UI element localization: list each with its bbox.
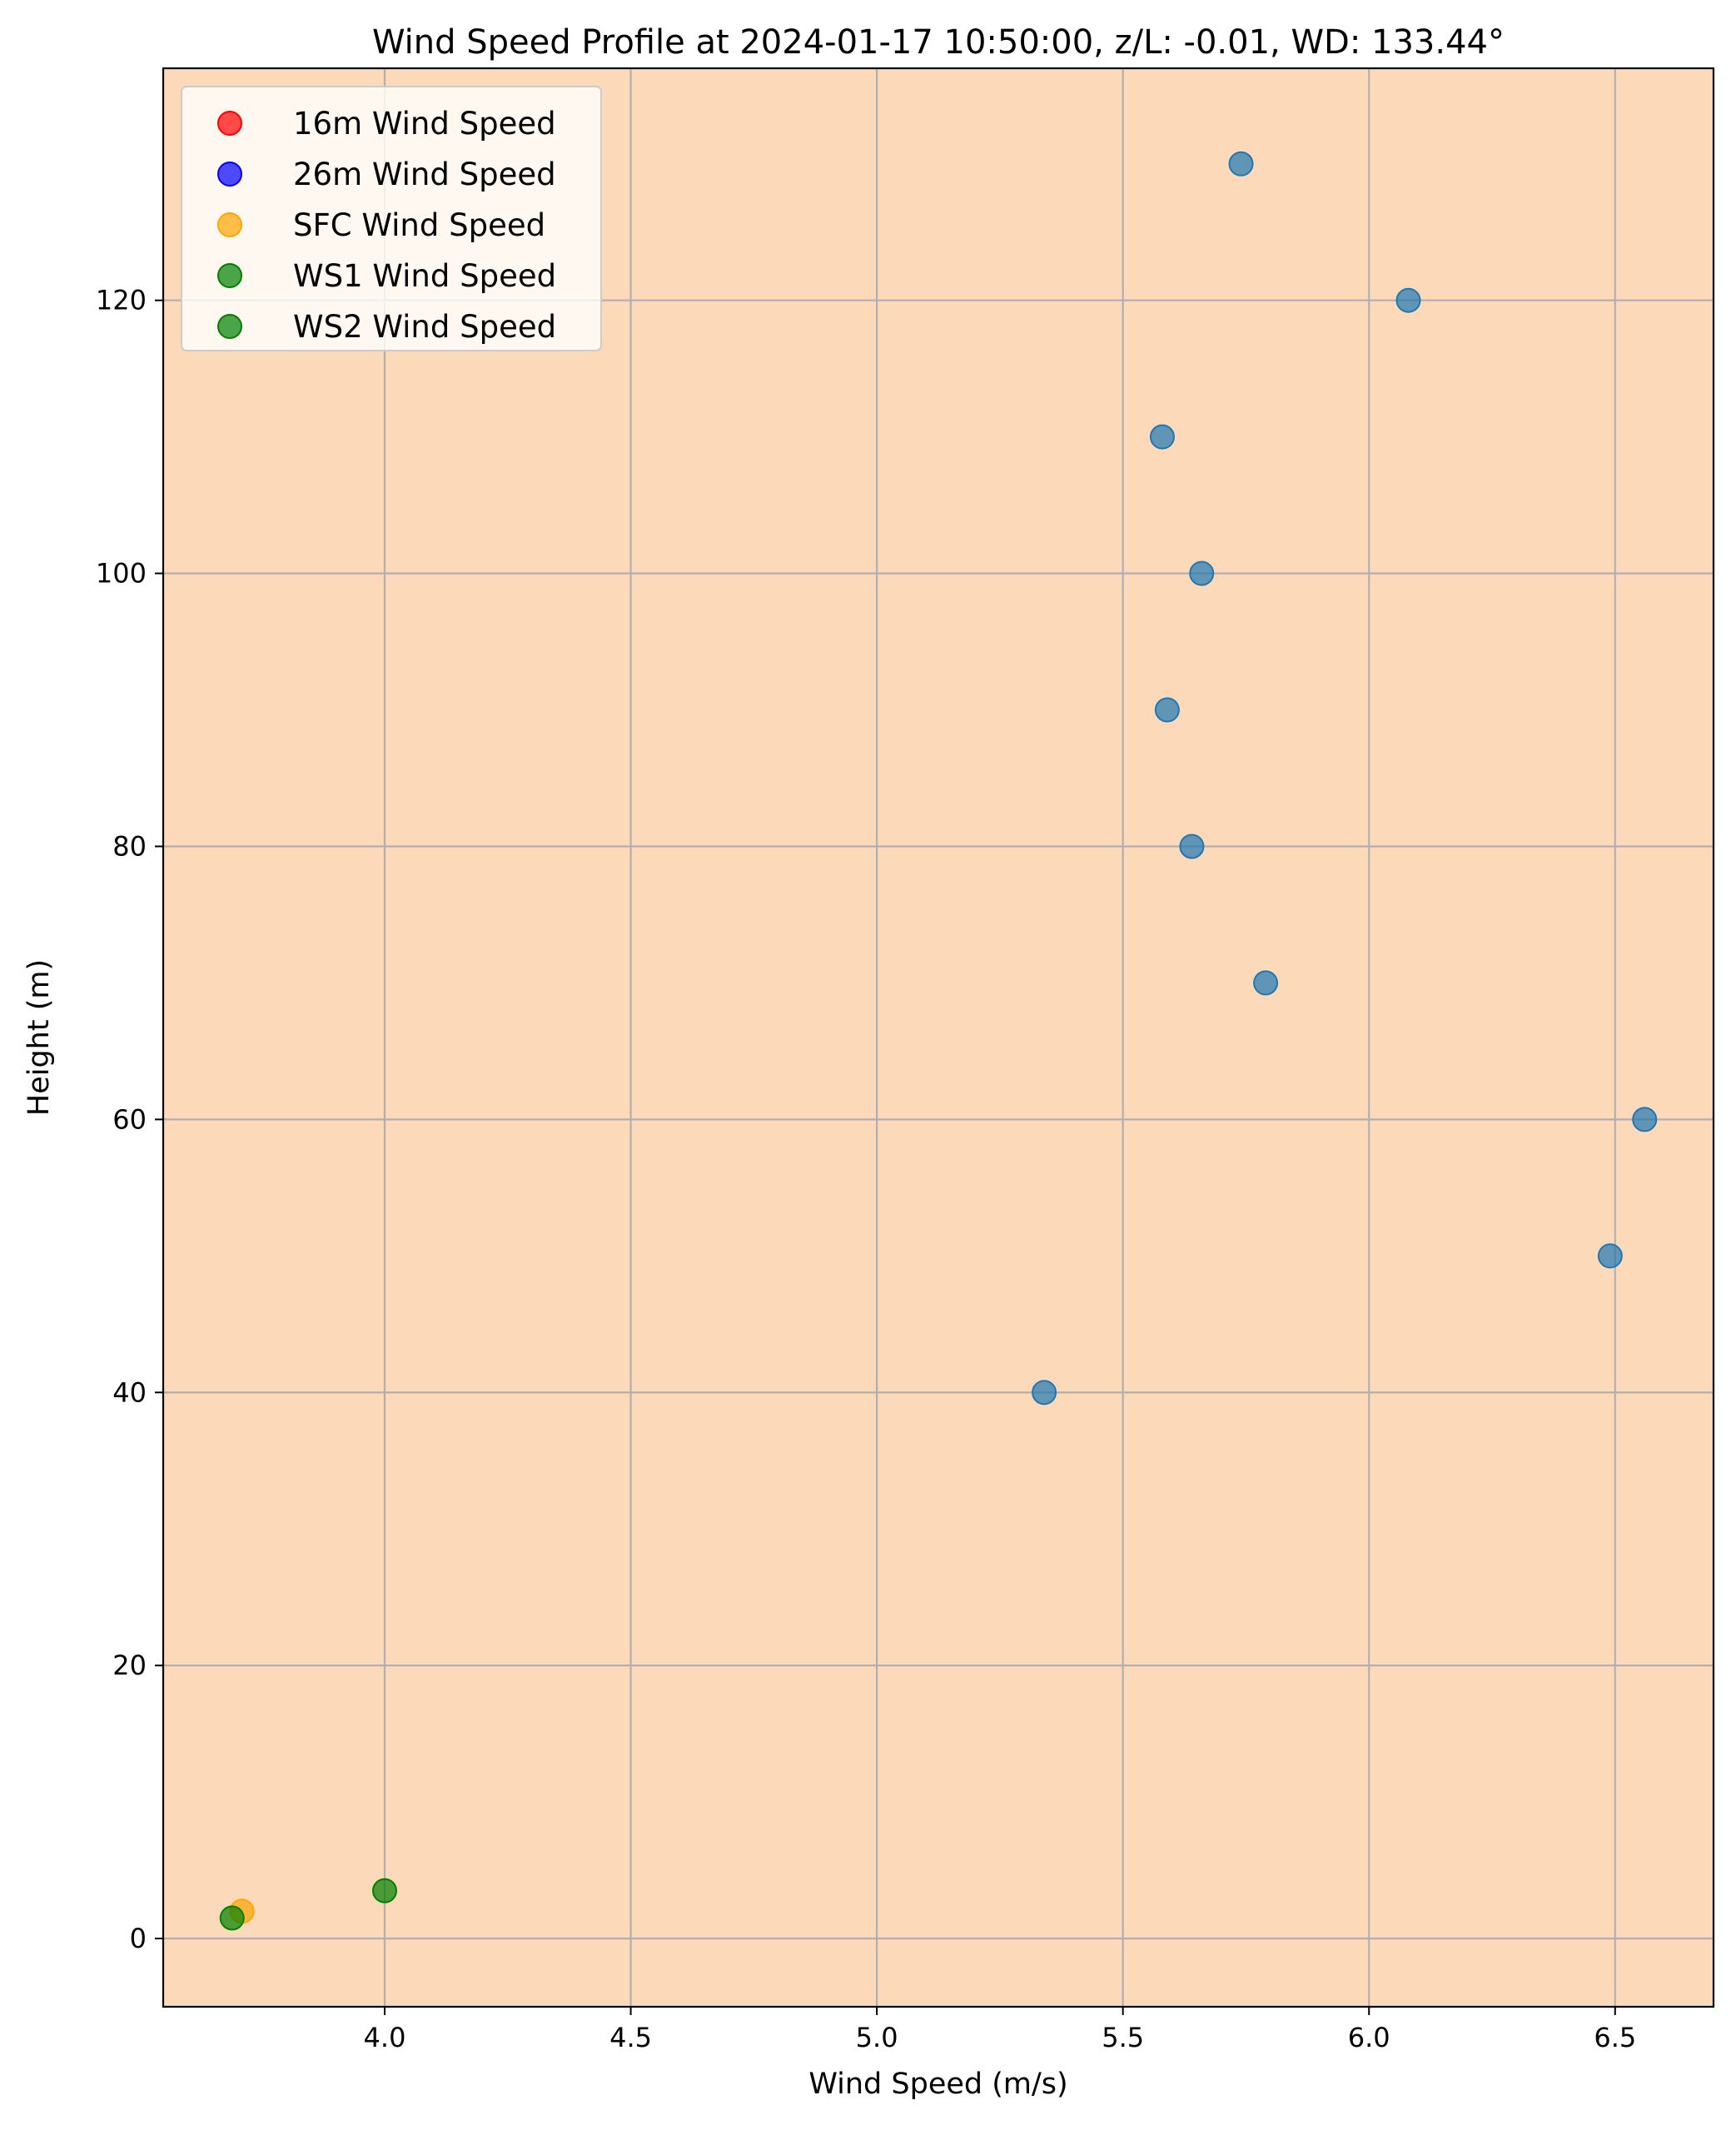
data-point xyxy=(1632,1107,1658,1132)
y-tick-label: 80 xyxy=(112,830,147,862)
legend-box xyxy=(181,86,602,351)
legend-label: WS1 Wind Speed xyxy=(293,258,556,294)
y-tick-label: 0 xyxy=(130,1923,147,1954)
legend-marker xyxy=(217,314,242,339)
data-point xyxy=(1154,697,1180,723)
y-tick-label: 20 xyxy=(112,1650,147,1681)
data-point xyxy=(1149,424,1175,450)
legend: 16m Wind Speed 26m Wind Speed SFC Wind Spe… xyxy=(181,86,602,351)
y-axis-label: Height (m) xyxy=(22,959,56,1116)
legend-label: WS2 Wind Speed xyxy=(293,309,556,345)
legend-label: 26m Wind Speed xyxy=(293,157,556,192)
data-points xyxy=(219,151,1658,1931)
legend-label: 16m Wind Speed xyxy=(293,106,556,142)
legend-label: SFC Wind Speed xyxy=(293,207,545,243)
data-point xyxy=(1597,1243,1623,1269)
y-tick-label: 100 xyxy=(96,558,147,590)
y-tick-label: 120 xyxy=(96,285,147,316)
chart-title: Wind Speed Profile at 2024-01-17 10:50:0… xyxy=(372,23,1505,62)
legend-marker xyxy=(217,263,242,288)
legend-marker xyxy=(217,162,242,187)
data-point xyxy=(1179,834,1205,859)
x-tick-label: 6.0 xyxy=(1348,2022,1390,2053)
grid xyxy=(163,68,1714,2007)
x-tick-label: 6.5 xyxy=(1594,2022,1636,2053)
x-tick-label: 5.5 xyxy=(1102,2022,1144,2053)
legend-marker xyxy=(217,212,242,237)
x-tick-label: 4.0 xyxy=(364,2022,406,2053)
plot-frame xyxy=(162,67,1715,2008)
plot-area xyxy=(163,68,1714,2007)
y-tick-label: 40 xyxy=(112,1376,147,1408)
y-tick-label: 60 xyxy=(112,1103,147,1135)
data-point xyxy=(1253,970,1279,996)
data-point xyxy=(1032,1380,1057,1406)
data-point xyxy=(219,1905,245,1931)
x-tick-label: 5.0 xyxy=(856,2022,898,2053)
data-point xyxy=(1189,560,1215,586)
x-axis-label: Wind Speed (m/s) xyxy=(808,2068,1067,2101)
ticks: 4.0 4.5 5.0 5.5 6.0 6.5 0 20 40 60 80 100 120 xyxy=(96,285,1636,2053)
data-point xyxy=(1228,151,1254,177)
data-point xyxy=(372,1878,397,1904)
legend-marker xyxy=(217,111,242,136)
data-point xyxy=(1395,287,1421,313)
x-tick-label: 4.5 xyxy=(609,2022,652,2053)
